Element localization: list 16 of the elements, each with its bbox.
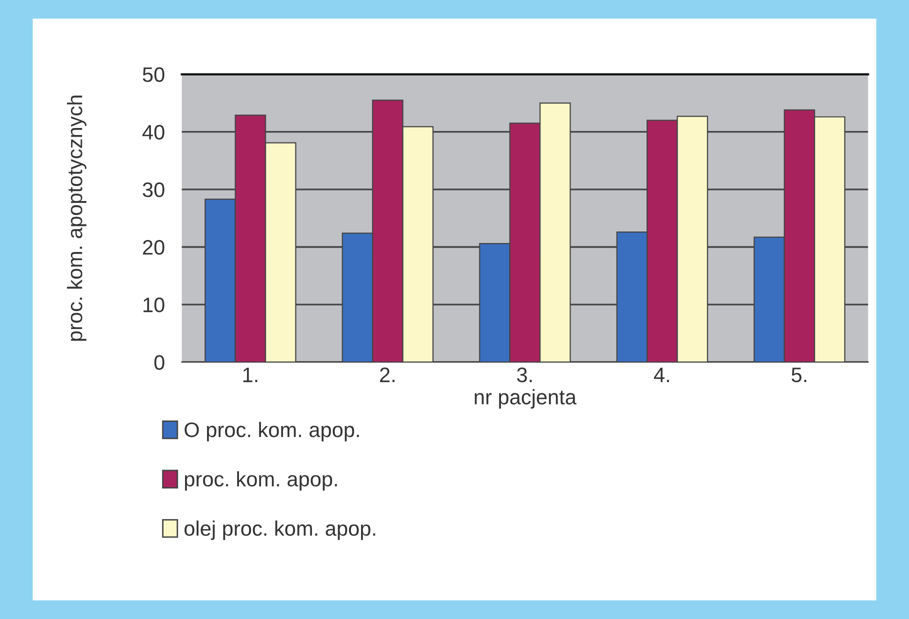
y-tick-label: 0 [154, 355, 164, 370]
y-tick-label: 30 [142, 182, 164, 198]
legend-label: O proc. kom. apop. [184, 422, 359, 442]
legend-label: proc. kom. apop. [184, 471, 337, 491]
y-tick-label: 20 [143, 240, 164, 255]
y-axis-title: proc. kom. apoptotycznych [66, 96, 86, 341]
y-tick-label: 40 [142, 124, 164, 140]
x-tick-label: 2. [380, 368, 394, 382]
x-tick-label: 3. [517, 368, 532, 382]
y-tick-label: 50 [142, 67, 164, 82]
x-tick-label: 4. [654, 368, 669, 382]
y-tick-label: 10 [144, 298, 164, 312]
legend-label: olej proc. kom. apop. [184, 520, 376, 540]
x-tick-label: 1. [243, 368, 258, 382]
x-axis-title: nr pacjenta [474, 389, 576, 409]
x-tick-label: 5. [792, 368, 806, 382]
